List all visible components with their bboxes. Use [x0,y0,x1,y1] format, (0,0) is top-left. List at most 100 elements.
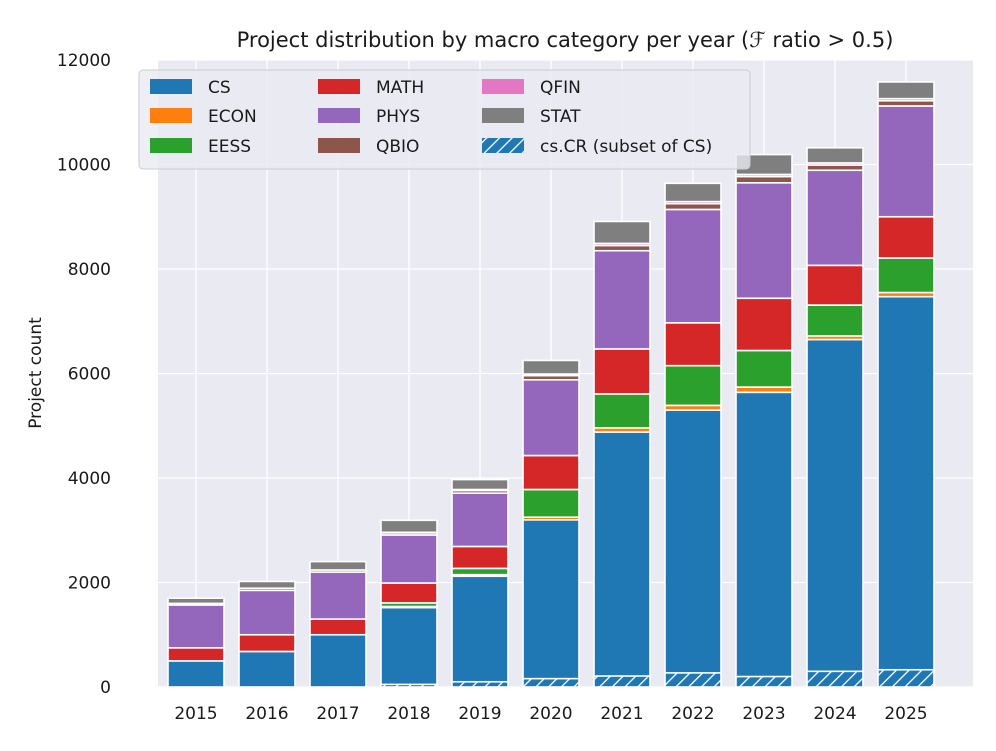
bar-stat [877,81,935,100]
legend-frame [138,69,751,170]
bar-eess [522,488,580,518]
bar-phys [522,378,580,457]
bar-cs [806,338,864,688]
bar-stat [451,478,509,491]
x-tick-label: 2022 [671,704,714,724]
legend-label: QFIN [540,78,581,98]
bar-phys [664,208,722,324]
legend-swatch [150,79,192,94]
bar-stat [593,220,651,245]
legend: CS ECON EESS MATH PHYS QBIO QFIN STAT cs.CR (sub… [138,69,751,170]
legend-label: MATH [376,78,424,98]
legend-label: STAT [540,107,581,127]
legend-swatch [482,79,524,94]
legend-label: EESS [208,137,251,157]
bar-cs [877,295,935,688]
legend-label: PHYS [376,107,420,127]
x-tick-label: 2023 [742,704,785,724]
bar-stat [380,519,438,534]
bar-eess [593,393,651,429]
bar-stat [238,580,296,590]
bar-cs-cr-overlay [664,672,722,688]
bars-layer [167,81,935,688]
bar-cs [593,431,651,688]
x-tick-label: 2024 [813,704,856,724]
bar-cs [167,660,225,688]
bar-math [380,582,438,604]
legend-swatch [150,108,192,123]
x-tick-label: 2021 [600,704,643,724]
y-tick-labels: 0 2000 4000 6000 8000 10000 12000 [57,51,111,698]
legend-label: cs.CR (subset of CS) [540,137,712,157]
bar-cs-cr-overlay [806,670,864,688]
legend-label: CS [208,78,231,98]
legend-swatch [482,108,524,123]
bar-cs-cr-overlay [877,668,935,688]
legend-swatch [318,79,360,94]
legend-label: ECON [208,107,257,127]
bar-cs [664,409,722,688]
bar-cs [380,606,438,688]
bar-phys [451,492,509,548]
bar-cs [238,650,296,688]
bar-qbio [664,202,722,211]
chart-title: Project distribution by macro category p… [237,28,894,52]
y-tick-label: 12000 [57,51,111,71]
y-tick-label: 4000 [68,469,111,489]
bar-stat [522,359,580,375]
bar-math [167,647,225,662]
bar-cs-cr-overlay [522,677,580,688]
y-tick-label: 0 [100,678,111,698]
y-tick-label: 6000 [68,365,111,385]
bar-math [806,264,864,306]
bar-cs-cr-overlay [380,683,438,688]
bar-math [593,348,651,395]
bar-math [451,545,509,570]
x-tick-label: 2025 [884,704,927,724]
bar-phys [309,571,367,620]
y-tick-label: 10000 [57,156,111,176]
legend-swatch [150,138,192,153]
x-tick-labels: 2015 2016 2017 2018 2019 2020 2021 2022 2023 2024… [174,704,927,724]
bar-phys [167,604,225,649]
legend-swatch [318,138,360,153]
bar-stat [309,560,367,571]
bar-phys [806,169,864,267]
bar-cs [522,518,580,688]
bar-stat [806,146,864,164]
x-tick-label: 2016 [245,704,288,724]
bar-math [522,454,580,491]
bar-math [664,322,722,367]
bar-stat [167,597,225,605]
bar-phys [238,589,296,636]
bar-cs [735,391,793,688]
bar-stat [664,182,722,203]
bar-phys [380,534,438,584]
bar-math [309,618,367,636]
bar-eess [451,567,509,576]
bar-eess [664,364,722,407]
y-axis-label: Project count [26,317,46,429]
bar-eess [877,257,935,294]
bar-qbio [735,175,793,184]
bar-phys [877,105,935,218]
bar-phys [593,249,651,350]
x-tick-label: 2018 [387,704,430,724]
x-tick-label: 2017 [316,704,359,724]
bar-eess [735,349,793,388]
bar-math [877,215,935,259]
bar-eess [806,304,864,337]
legend-swatch [318,108,360,123]
bar-cs-cr-overlay [451,680,509,688]
y-tick-label: 2000 [68,574,111,594]
x-tick-label: 2019 [458,704,501,724]
y-tick-label: 8000 [68,260,111,280]
bar-cs-cr-overlay [735,675,793,688]
bar-cs [451,575,509,688]
bar-cs-cr-overlay [593,675,651,688]
x-tick-label: 2020 [529,704,572,724]
bar-math [238,633,296,653]
x-tick-label: 2015 [174,704,217,724]
